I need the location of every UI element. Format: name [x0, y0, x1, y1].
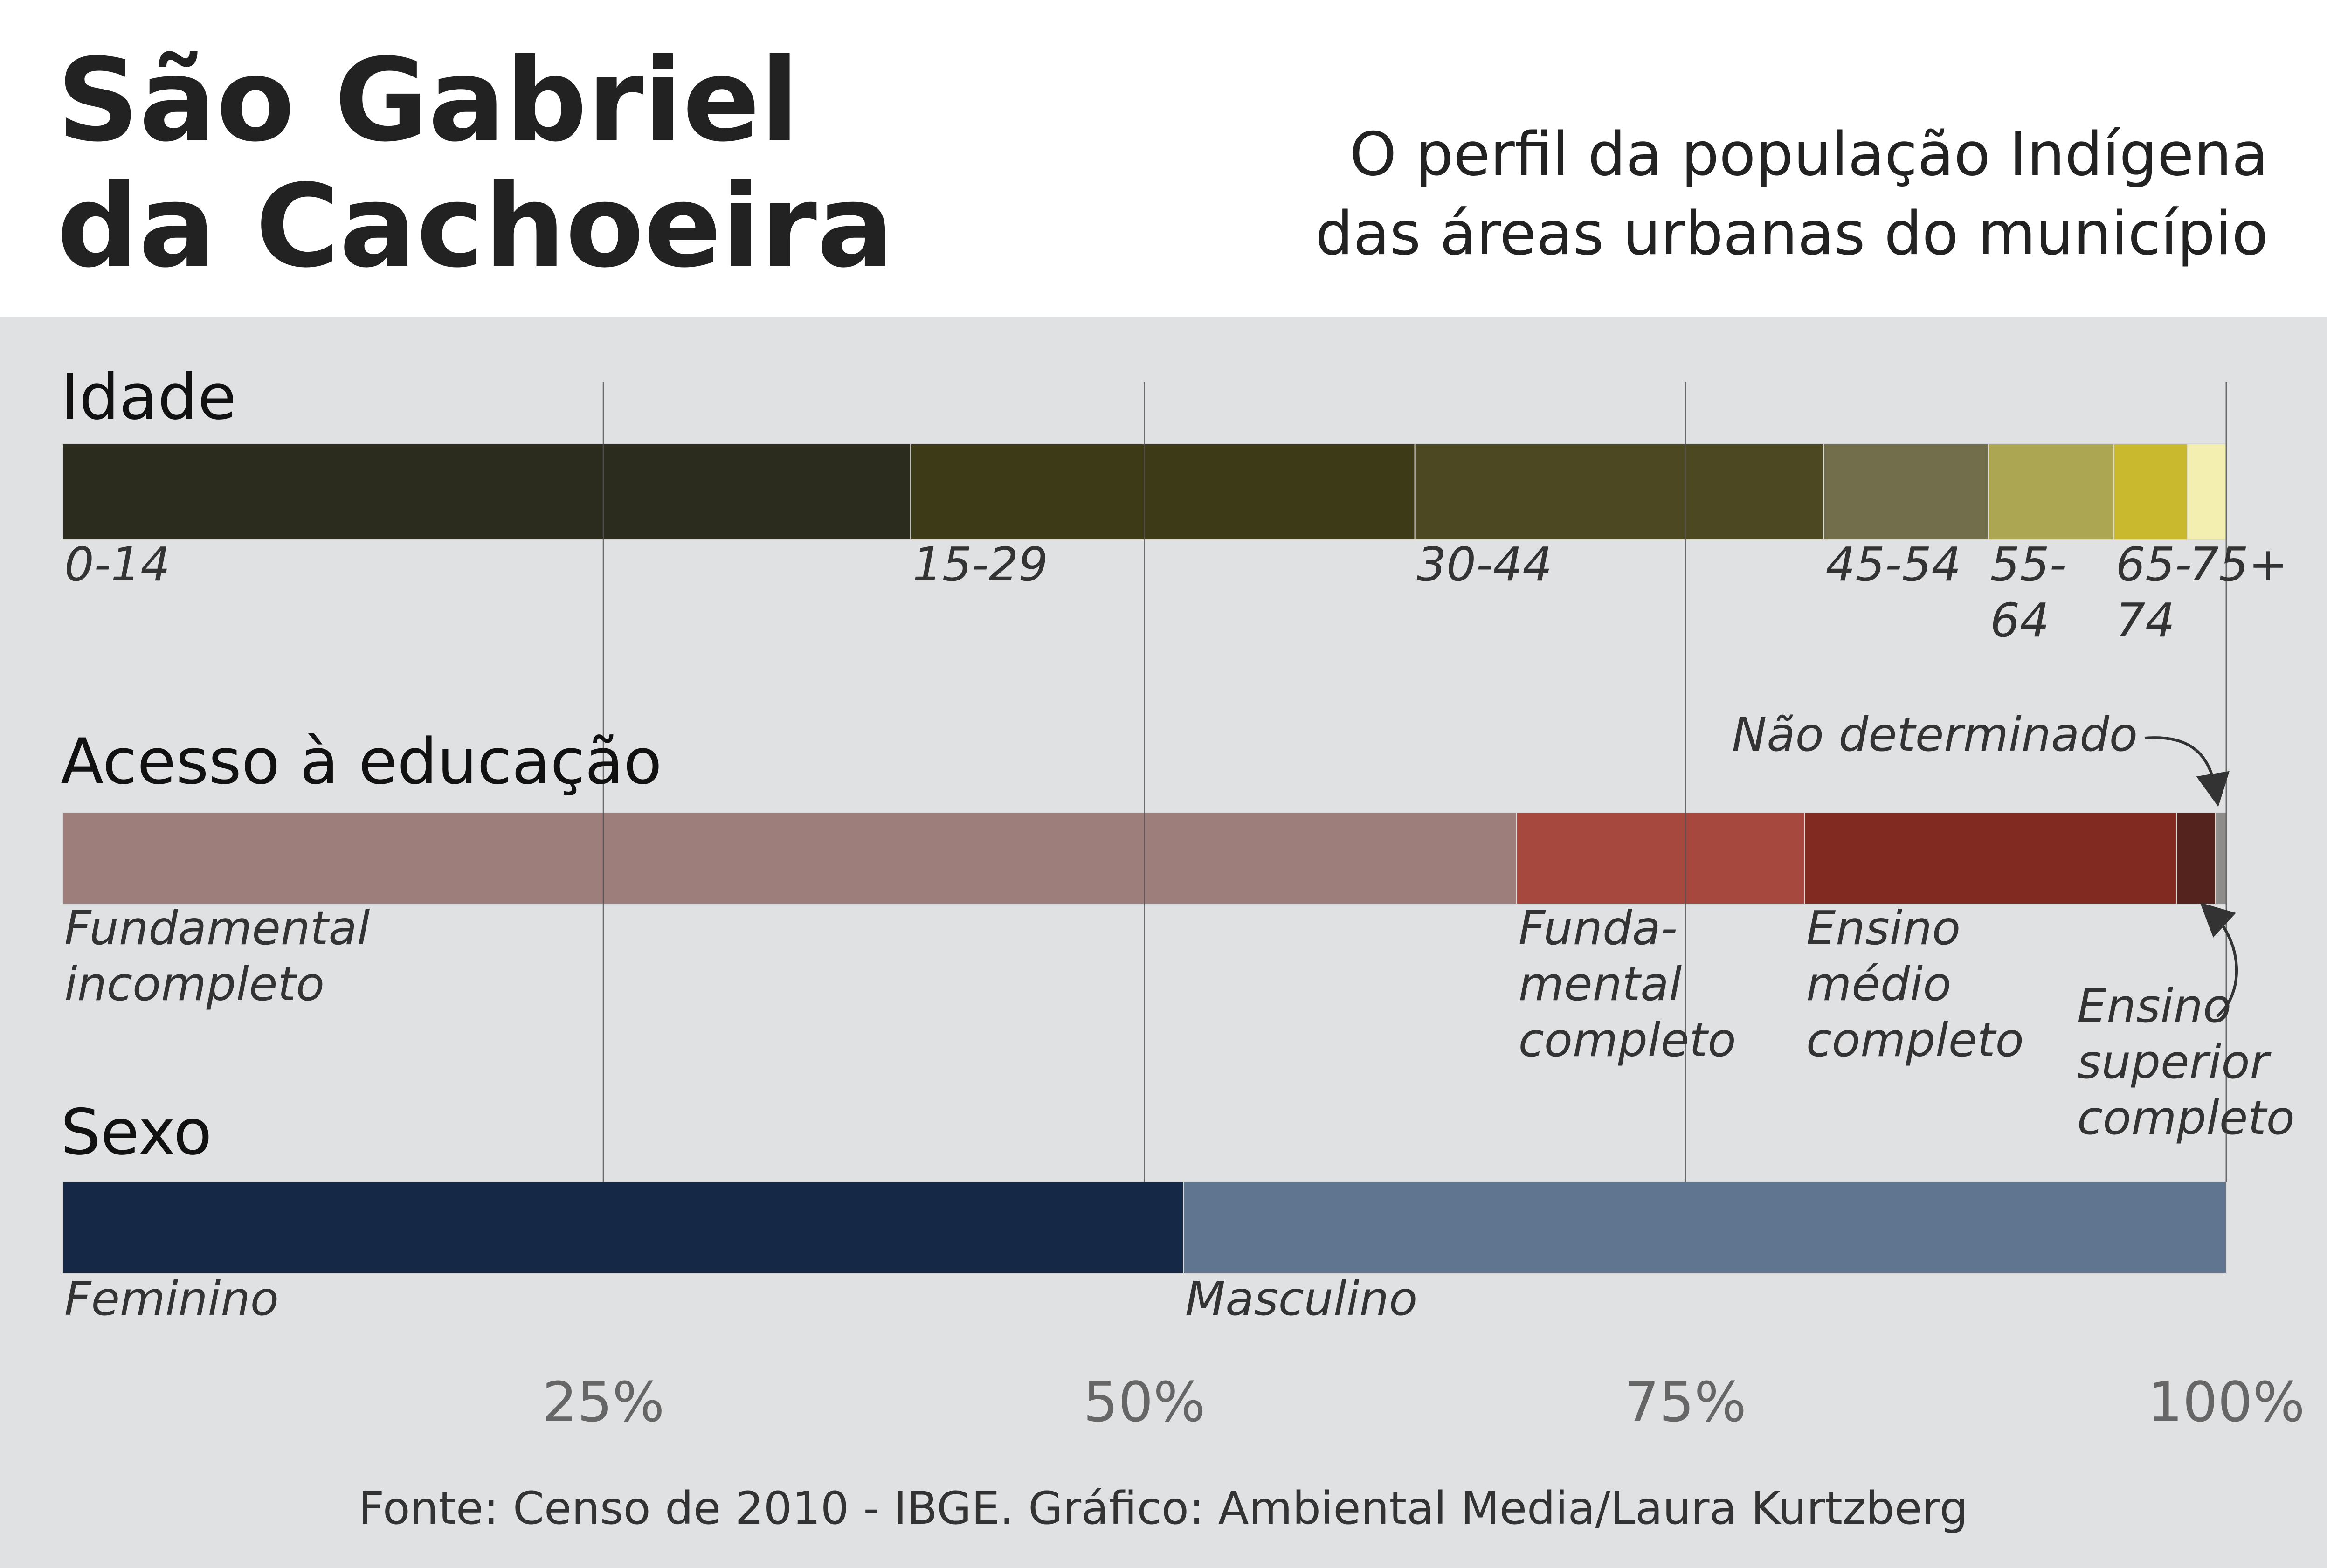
segment-label-idade-65-74: 65-74: [2116, 537, 2192, 648]
arrow-ensino-superior: [2200, 902, 2238, 1018]
segment-idade-15-29: [910, 443, 1416, 540]
header-background: [0, 0, 2327, 317]
x-tick-label-75: 75%: [1624, 1370, 1747, 1434]
subtitle-line-2: das áreas urbanas do município: [1315, 199, 2268, 269]
segment-label-acesso-a-educacao-fundamental-completo: Funda-mental completo: [1519, 901, 1736, 1067]
x-tick-label-100: 100%: [2147, 1370, 2305, 1434]
segment-acesso-a-educacao-ensino-superior-completo: [2176, 812, 2216, 905]
segment-label-idade-55-64: 55-64: [1990, 537, 2066, 648]
segment-idade-45-54: [1823, 443, 1989, 540]
segment-sexo-feminino: [62, 1181, 1184, 1274]
source-credit: Fonte: Censo de 2010 - IBGE. Gráfico: Am…: [359, 1482, 1968, 1534]
segment-acesso-a-educacao-fundamental-completo: [1516, 812, 1805, 905]
segment-idade-30-44: [1414, 443, 1824, 540]
stacked-bars: [62, 443, 2227, 1274]
x-axis-ticks: 25% 50% 75% 100%: [542, 1370, 2305, 1434]
segment-idade-65-74: [2113, 443, 2188, 540]
bar-title-idade: Idade: [61, 360, 236, 434]
segment-label-acesso-a-educacao-ensino-medio-completo: Ensino médio completo: [1806, 901, 2024, 1067]
segment-label-idade-0-14: 0-14: [64, 537, 170, 592]
segment-acesso-a-educacao-ensino-medio-completo: [1804, 812, 2177, 905]
title-line-2: da Cachoeira: [57, 160, 894, 293]
segment-label-acesso-a-educacao-fundamental-incompleto: Fundamental incompleto: [64, 901, 370, 1011]
segment-idade-75: [2187, 443, 2227, 540]
segment-label-sexo-masculino: Masculino: [1185, 1271, 1417, 1326]
annotations: [2144, 736, 2238, 1018]
segment-label-idade-45-54: 45-54: [1826, 537, 1961, 592]
segment-sexo-masculino: [1183, 1181, 2227, 1274]
title-line-1: São Gabriel: [57, 34, 799, 167]
segment-label-acesso-a-educacao-ensino-superior-completo: Ensino superior completo: [2077, 979, 2295, 1145]
arrow-nao-determinado: [2144, 736, 2230, 807]
segment-label-idade-15-29: 15-29: [912, 537, 1048, 592]
subtitle-line-1: O perfil da população Indígena: [1350, 120, 2268, 189]
segment-acesso-a-educacao-nao-determinado: [2215, 812, 2227, 905]
segment-label-sexo-feminino: Feminino: [64, 1271, 279, 1326]
bar-titles: Idade Acesso à educação Sexo: [61, 360, 662, 1169]
segment-idade-0-14: [62, 443, 911, 540]
segment-label-idade-30-44: 30-44: [1417, 537, 1553, 592]
x-tick-label-50: 50%: [1083, 1370, 1205, 1434]
x-tick-label-25: 25%: [542, 1370, 664, 1434]
segment-acesso-a-educacao-fundamental-incompleto: [62, 812, 1517, 905]
segment-label-acesso-a-educacao-nao-determinado: Não determinado: [1732, 707, 2138, 762]
segment-label-idade-75: 75+: [2189, 537, 2287, 592]
segment-idade-55-64: [1988, 443, 2114, 540]
bar-title-acesso-a-educacao: Acesso à educação: [61, 725, 662, 798]
bar-title-sexo: Sexo: [61, 1096, 212, 1169]
